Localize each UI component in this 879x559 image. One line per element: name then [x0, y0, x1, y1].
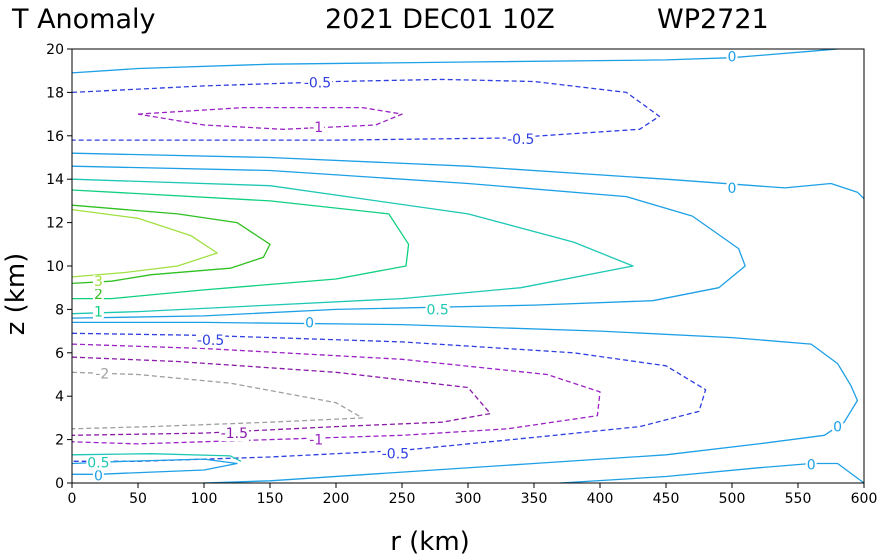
contour-line--0.5-1	[71, 78, 661, 141]
y-tick-label: 18	[46, 85, 64, 101]
contour-label-bg	[302, 76, 333, 91]
contour-label-bg	[506, 133, 536, 148]
x-tick-label: 450	[653, 491, 680, 507]
contour-label-0-9-1: 0	[833, 420, 842, 436]
contour-line--1.5-12	[71, 356, 492, 436]
contour-line-2-7	[71, 204, 271, 285]
x-tick-label: 600	[851, 491, 878, 507]
contour-label-bg	[425, 303, 450, 318]
contour-label-bg	[219, 427, 250, 442]
contour-line-0-16	[560, 462, 865, 484]
contour-label--0.5-10-0: -0.5	[197, 333, 224, 349]
contour-label-2-7-0: 2	[94, 287, 103, 303]
contour-line-0.5-15	[71, 453, 242, 462]
contour-line-0-3	[71, 152, 865, 200]
contour-label-0.5-15-0: 0.5	[87, 455, 109, 471]
contour-label-bg	[92, 469, 104, 484]
contour-label-0-9-0: 0	[305, 315, 314, 331]
x-tick-label: 500	[719, 491, 746, 507]
contour-label-bg	[380, 447, 411, 462]
contour-label-bg	[805, 458, 817, 473]
y-tick-label: 4	[55, 389, 64, 405]
y-tick-label: 12	[46, 216, 64, 232]
y-tick-label: 6	[55, 346, 64, 362]
y-tick-label: 10	[46, 259, 64, 275]
chart-title-datetime: 2021 DEC01 10Z	[325, 4, 555, 35]
contour-label-1-6-0: 1	[94, 305, 103, 321]
y-tick-label: 16	[46, 129, 64, 145]
contour-label-3-8-0: 3	[94, 274, 103, 290]
x-tick-label: 250	[389, 491, 416, 507]
x-tick-label: 300	[455, 491, 482, 507]
contour-label--0.5-10-1: -0.5	[382, 447, 409, 463]
y-axis-ticks: 0 2 4 6 8 10 12 14 16 18 20	[46, 42, 72, 492]
contour-label-bg	[195, 333, 226, 348]
contour-label-0.5-5-0: 0.5	[427, 302, 449, 318]
contour-label--1-11-0: -1	[309, 433, 323, 449]
x-tick-label: 350	[521, 491, 548, 507]
chart-title-storm: WP2721	[657, 4, 769, 35]
chart-title-field: T Anomaly	[11, 4, 156, 35]
x-axis-label: r (km)	[390, 527, 470, 557]
contour-label-bg	[92, 305, 104, 320]
y-tick-label: 20	[46, 42, 64, 58]
y-tick-label: 0	[55, 476, 64, 492]
contour-label-bg	[726, 50, 738, 65]
contour-label-bg	[94, 367, 111, 382]
contour-line--1-11	[71, 343, 601, 445]
y-tick-label: 2	[55, 433, 64, 449]
x-tick-label: 200	[323, 491, 350, 507]
x-tick-label: 150	[257, 491, 284, 507]
contour-label-bg	[92, 275, 104, 290]
contour-label-0-0-0: 0	[728, 50, 737, 66]
x-axis-ticks: 0 50 100 150 200 250 300 350 400 450 500 550 600	[68, 483, 878, 507]
contour-label-0-16-0: 0	[807, 458, 816, 474]
contour-label--1-2-0: -1	[309, 120, 323, 136]
contour-label-bg	[308, 121, 325, 136]
contour-lines	[71, 48, 865, 484]
contour-label-bg	[832, 420, 844, 435]
x-tick-label: 550	[785, 491, 812, 507]
contour-line-3-8	[71, 208, 218, 278]
contour-label-0-3-0: 0	[728, 181, 737, 197]
x-tick-label: 400	[587, 491, 614, 507]
x-tick-label: 50	[129, 491, 147, 507]
contour-line-0-4	[71, 165, 746, 319]
y-tick-label: 14	[46, 172, 64, 188]
contour-line-0-9	[72, 321, 859, 484]
contour-label-bg	[726, 181, 738, 196]
contour-line-0.5-5	[71, 178, 634, 315]
contour-label--0.5-1-0: -0.5	[304, 76, 331, 92]
contour-line--2-13	[71, 371, 364, 430]
contour-label-bg	[304, 316, 316, 331]
contour-label--1.5-12-0: -1.5	[221, 426, 248, 442]
contour-label-bg	[92, 288, 104, 303]
contour-line-1-6	[71, 189, 410, 300]
y-axis-label: z (km)	[1, 253, 31, 336]
contour-label--2-13-0: -2	[95, 366, 109, 382]
x-tick-label: 0	[68, 491, 77, 507]
contour-line--0.5-10	[71, 332, 707, 462]
contour-line--1-2	[137, 106, 403, 130]
contour-line-0-0	[71, 48, 838, 74]
contour-line-0-14	[71, 458, 238, 475]
contour-label-bg	[86, 456, 111, 471]
contour-label--0.5-1-1: -0.5	[507, 132, 534, 148]
contour-labels: 0-0.5-0.5-100.512300-0.5-0.5-1-1.5-200.5…	[86, 50, 844, 484]
x-tick-label: 100	[191, 491, 218, 507]
contour-label-0-14-0: 0	[94, 468, 103, 484]
y-tick-label: 8	[55, 302, 64, 318]
contour-label-bg	[308, 433, 325, 448]
